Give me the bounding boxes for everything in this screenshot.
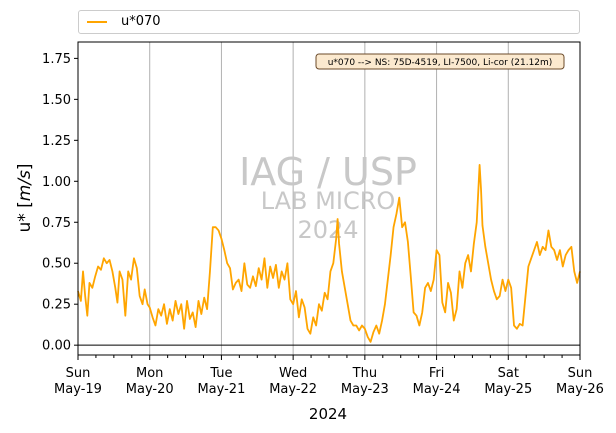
watermark-line: 2024 (297, 216, 358, 244)
x-tick-day: Thu (352, 366, 377, 381)
x-tick-date: May-25 (484, 382, 532, 397)
x-tick-date: May-22 (269, 382, 317, 397)
x-tick-day: Sun (568, 366, 593, 381)
y-axis-label: u* [m/s] (15, 163, 35, 232)
plot-area (78, 42, 580, 355)
x-axis: SunMay-19MonMay-20TueMay-21WedMay-22ThuM… (54, 355, 604, 397)
series-layer (77, 164, 581, 343)
y-tick-label: 1.75 (42, 52, 71, 67)
y-tick-label: 1.25 (42, 134, 71, 149)
y-axis: 0.00 0.25 0.50 0.75 1.00 1.25 1.50 1.75 (42, 52, 78, 354)
x-tick-day: Mon (136, 366, 163, 381)
y-tick-label: 1.50 (42, 93, 71, 108)
x-tick-day: Tue (209, 366, 232, 381)
y-tick-label: 0.25 (42, 298, 71, 313)
y-tick-label: 1.00 (42, 175, 71, 190)
annotation-box: u*070 --> NS: 75D-4519, LI-7500, Li-cor … (315, 53, 565, 70)
x-tick-date: May-20 (126, 382, 174, 397)
x-tick-day: Sun (66, 366, 91, 381)
series-line (77, 164, 581, 343)
x-tick-date: May-24 (413, 382, 461, 397)
grid-lines (149, 42, 509, 355)
y-tick-label: 0.00 (42, 339, 71, 354)
annotation-text: u*070 --> NS: 75D-4519, LI-7500, Li-cor … (328, 58, 553, 68)
watermark-line: LAB MICRO (261, 187, 396, 215)
y-tick-label: 0.75 (42, 216, 71, 231)
watermark-line: IAG / USP (239, 150, 417, 194)
x-tick-date: May-26 (556, 382, 604, 397)
legend-label: u*070 (121, 14, 161, 29)
annotation-frame (315, 53, 565, 70)
x-tick-date: May-23 (341, 382, 389, 397)
legend-swatch (87, 21, 107, 23)
x-tick-day: Fri (429, 366, 445, 381)
y-tick-label: 0.50 (42, 257, 71, 272)
x-tick-day: Wed (279, 366, 307, 381)
legend: u*070 (78, 10, 580, 34)
x-tick-date: May-21 (197, 382, 245, 397)
x-axis-label: 2024 (309, 405, 347, 423)
x-tick-date: May-19 (54, 382, 102, 397)
x-tick-day: Sat (498, 366, 519, 381)
